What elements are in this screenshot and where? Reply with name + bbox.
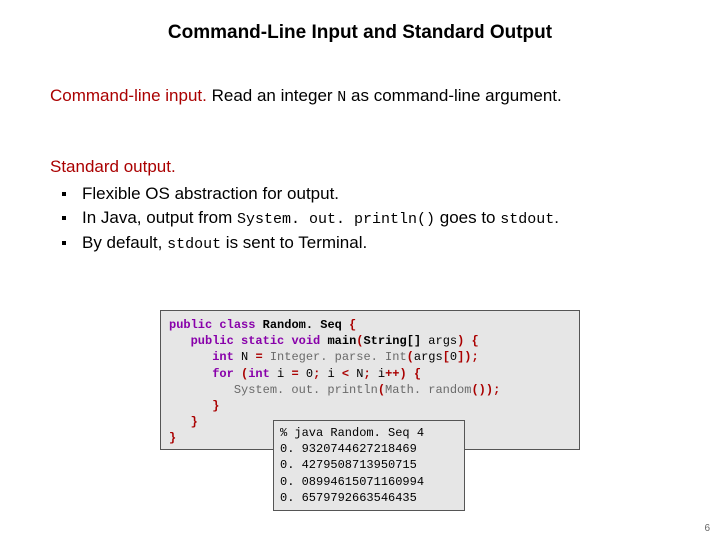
kw-class: class xyxy=(219,318,255,332)
method-main: main xyxy=(327,334,356,348)
kw-for: for xyxy=(212,367,234,381)
term-line-2: 0. 9320744627218469 xyxy=(280,442,417,456)
bracket-open: [ xyxy=(443,350,450,364)
terminal-box: % java Random. Seq 4 0. 9320744627218469… xyxy=(273,420,465,511)
lt: < xyxy=(342,367,349,381)
var-n-2: N xyxy=(349,367,363,381)
type-string-arr: String[] xyxy=(363,334,421,348)
eq-2: = xyxy=(291,367,298,381)
pp: ++) { xyxy=(385,367,421,381)
semi-2: ; xyxy=(363,367,370,381)
term-line-5: 0. 6579792663546435 xyxy=(280,491,417,505)
para1-text-b: as command-line argument. xyxy=(346,86,561,105)
call-close: ()); xyxy=(471,383,500,397)
bullet-3: By default, stdout is sent to Terminal. xyxy=(78,231,670,256)
para1-text-a: Read an integer xyxy=(207,86,337,105)
math-random: Math. random xyxy=(385,383,471,397)
class-name: Random. Seq xyxy=(263,318,342,332)
paren-2: ( xyxy=(407,350,414,364)
arg-args: args xyxy=(421,334,457,348)
kw-int-1: int xyxy=(212,350,234,364)
page-number: 6 xyxy=(704,523,710,534)
paren-close: ) { xyxy=(457,334,479,348)
args-ref: args xyxy=(414,350,443,364)
standard-output-paragraph: Standard output. Flexible OS abstraction… xyxy=(50,155,670,256)
var-i-1: i xyxy=(270,367,292,381)
for-open: ( xyxy=(234,367,248,381)
brace-close-3: } xyxy=(169,431,176,445)
inline-code-stdout-2: stdout xyxy=(167,236,221,253)
bullet-list: Flexible OS abstraction for output. In J… xyxy=(50,182,670,256)
term-line-3: 0. 4279508713950715 xyxy=(280,458,417,472)
slide-title: Command-Line Input and Standard Output xyxy=(0,22,720,44)
var-n: N xyxy=(234,350,256,364)
bullet-2: In Java, output from System. out. printl… xyxy=(78,206,670,231)
var-i-3: i xyxy=(371,367,385,381)
kw-public-2: public xyxy=(191,334,234,348)
bullet-3-text-b: is sent to Terminal. xyxy=(221,233,367,252)
brace-close-2: } xyxy=(191,415,198,429)
literal-0: 0 xyxy=(450,350,457,364)
paren-3: ( xyxy=(378,383,385,397)
literal-0b: 0 xyxy=(299,367,313,381)
inline-code-n: N xyxy=(337,89,346,106)
term-line-1: % java Random. Seq 4 xyxy=(280,426,424,440)
eq-1: = xyxy=(255,350,262,364)
bullet-2-text-c: . xyxy=(554,208,559,227)
para2-lead: Standard output. xyxy=(50,157,176,176)
kw-int-2: int xyxy=(248,367,270,381)
kw-static: static xyxy=(241,334,284,348)
inline-code-println: System. out. println() xyxy=(237,211,435,228)
slide: Command-Line Input and Standard Output C… xyxy=(0,0,720,540)
integer-parseint: Integer. parse. Int xyxy=(263,350,407,364)
bullet-2-text-b: goes to xyxy=(435,208,500,227)
kw-void: void xyxy=(291,334,320,348)
bullet-2-text-a: In Java, output from xyxy=(82,208,237,227)
inline-code-stdout-1: stdout xyxy=(500,211,554,228)
command-line-input-paragraph: Command-line input. Read an integer N as… xyxy=(50,85,670,108)
bullet-1-text: Flexible OS abstraction for output. xyxy=(82,184,339,203)
brace: { xyxy=(342,318,356,332)
bullet-3-text-a: By default, xyxy=(82,233,167,252)
para1-lead: Command-line input. xyxy=(50,86,207,105)
var-i-2: i xyxy=(320,367,342,381)
bullet-1: Flexible OS abstraction for output. xyxy=(78,182,670,207)
system-out-println: System. out. println xyxy=(234,383,378,397)
brace-close-1: } xyxy=(212,399,219,413)
term-line-4: 0. 08994615071160994 xyxy=(280,475,424,489)
bracket-close: ]); xyxy=(457,350,479,364)
kw-public-1: public xyxy=(169,318,212,332)
